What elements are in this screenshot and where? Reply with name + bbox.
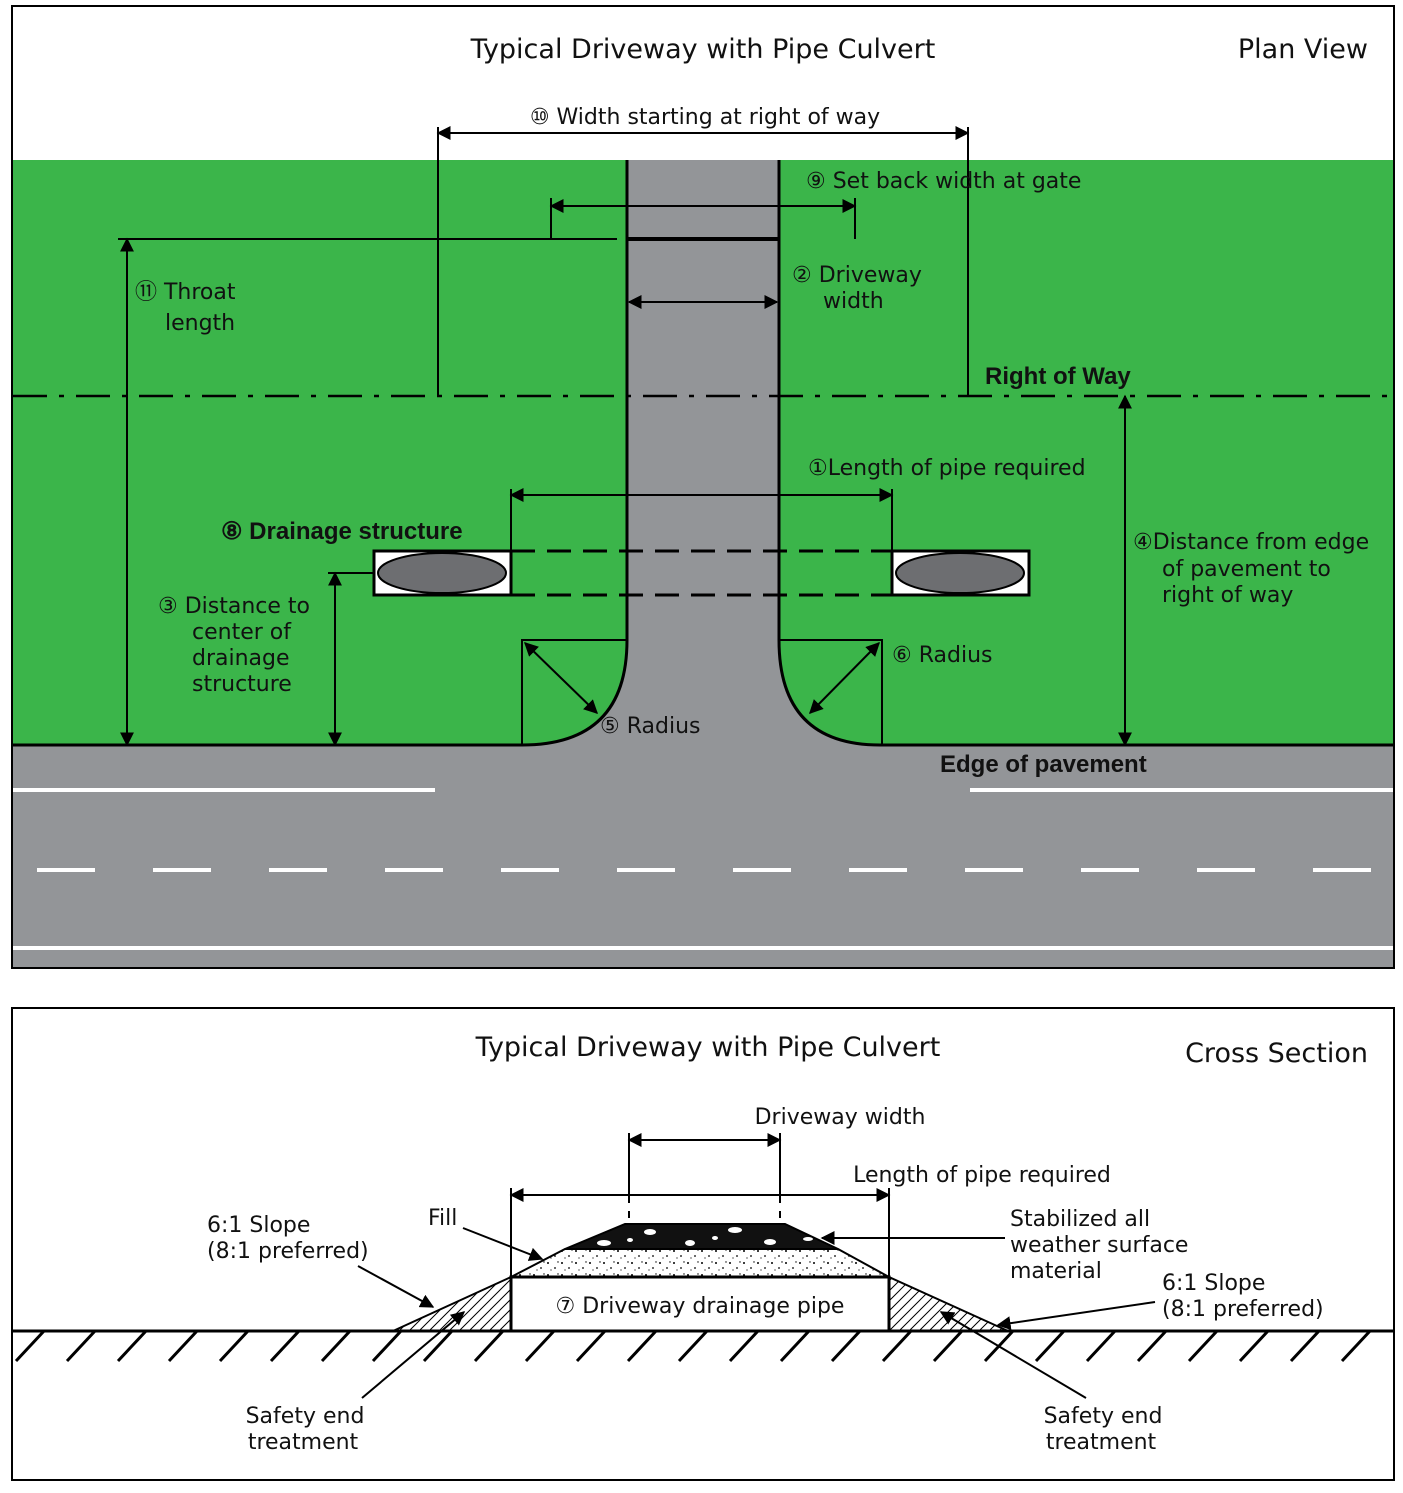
surface-label-1: Stabilized all (1010, 1207, 1150, 1232)
fill-leader (462, 1227, 544, 1261)
surface-aggregate (597, 1227, 813, 1246)
ground-hatch-mark (371, 1329, 403, 1363)
pipe-length-label: ①Length of pipe required (808, 456, 1086, 481)
ground-hatch-mark (167, 1329, 199, 1363)
pipe-label: ⑦ Driveway drainage pipe (556, 1294, 845, 1319)
cross-section-label: Cross Section (1185, 1038, 1368, 1069)
driveway-width-label-2: width (823, 289, 884, 314)
ground-hatch-mark (1187, 1329, 1219, 1363)
safety-left-label-1: Safety end (246, 1404, 365, 1429)
distance-edge-label-3: right of way (1162, 583, 1293, 608)
ground-hatch-mark (1085, 1329, 1117, 1363)
ground-hatch-mark (1238, 1329, 1270, 1363)
radius-left-label: ⑤ Radius (600, 714, 700, 739)
setback-width-label: ⑨ Set back width at gate (806, 169, 1081, 194)
throat-length-label-1: ⑪ Throat (135, 280, 236, 305)
ground-hatch-mark (575, 1329, 607, 1363)
radius-arrow-left (523, 642, 599, 714)
cs-driveway-width-label: Driveway width (755, 1105, 926, 1130)
ground-hatch-mark (14, 1329, 46, 1363)
plan-view-label: Plan View (1238, 34, 1368, 65)
ground-hatch (14, 1329, 1372, 1363)
ground-hatch-mark (116, 1329, 148, 1363)
fill-label: Fill (428, 1206, 457, 1231)
ground-hatch-mark (677, 1329, 709, 1363)
ground-hatch-mark (422, 1329, 454, 1363)
ground-hatch-mark (218, 1329, 250, 1363)
ground-hatch-mark (932, 1329, 964, 1363)
drainage-pipe (509, 1275, 891, 1333)
ground-hatch-mark (473, 1329, 505, 1363)
distance-center-label-3: drainage (192, 646, 290, 671)
distance-edge-label-1: ④Distance from edge (1133, 530, 1369, 555)
cross-section-panel: Typical Driveway with Pipe Culvert Cross… (11, 1007, 1395, 1481)
driveway-width-label-1: ② Driveway (792, 263, 922, 288)
ground-hatch-mark (1340, 1329, 1372, 1363)
plan-view-panel: Typical Driveway with Pipe Culvert Plan … (11, 5, 1395, 969)
drainage-ellipse-right (895, 552, 1025, 594)
ground-hatch-mark (524, 1329, 556, 1363)
distance-edge-label-2: of pavement to (1162, 557, 1331, 582)
slope-left-label-1: 6:1 Slope (207, 1213, 310, 1238)
radius-arrow-right (809, 642, 880, 714)
ground-hatch-mark (269, 1329, 301, 1363)
ground-hatch-mark (1136, 1329, 1168, 1363)
radius-right-label: ⑥ Radius (892, 643, 992, 668)
radius-box-right (779, 639, 883, 745)
plan-view-title: Typical Driveway with Pipe Culvert (470, 34, 936, 65)
distance-center-label-2: center of (192, 620, 292, 645)
safety-right-label-2: treatment (1046, 1430, 1157, 1455)
ground-hatch-mark (1034, 1329, 1066, 1363)
driveway-pavement (13, 160, 1393, 967)
slope-left-leader (357, 1265, 435, 1308)
slope-left-label-2: (8:1 preferred) (207, 1239, 369, 1264)
distance-center-label-4: structure (192, 672, 292, 697)
cs-pipe-length-label: Length of pipe required (853, 1163, 1111, 1188)
ground-hatch-mark (728, 1329, 760, 1363)
ground-hatch-mark (65, 1329, 97, 1363)
distance-center-label-1: ③ Distance to (158, 594, 310, 619)
edge-of-pavement-label: Edge of pavement (940, 751, 1147, 778)
pavement-outline (13, 160, 1393, 747)
slope-right-label-1: 6:1 Slope (1162, 1271, 1265, 1296)
ground-hatch-mark (1289, 1329, 1321, 1363)
surface-label-3: material (1010, 1259, 1102, 1284)
radius-box-left (521, 639, 627, 745)
ground-hatch-mark (626, 1329, 658, 1363)
throat-length-label-2: length (165, 311, 235, 336)
fill-layer (510, 1248, 890, 1278)
ground-hatch-mark (320, 1329, 352, 1363)
drainage-structure-label: ⑧ Drainage structure (221, 518, 463, 545)
slope-right-leader (996, 1301, 1156, 1331)
safety-right-label-1: Safety end (1044, 1404, 1163, 1429)
ground-hatch-mark (779, 1329, 811, 1363)
surface-label-2: weather surface (1010, 1233, 1188, 1258)
right-of-way-label: Right of Way (985, 363, 1131, 390)
cross-section-title: Typical Driveway with Pipe Culvert (475, 1032, 941, 1063)
width-row-label: ⑩ Width starting at right of way (530, 105, 880, 130)
safety-right-leader (939, 1311, 1087, 1399)
safety-left-label-2: treatment (248, 1430, 359, 1455)
ground-hatch-mark (881, 1329, 913, 1363)
drainage-ellipse-left (377, 552, 507, 594)
ground-hatch-mark (830, 1329, 862, 1363)
slope-right-label-2: (8:1 preferred) (1162, 1297, 1324, 1322)
safety-left-leader (361, 1311, 466, 1399)
